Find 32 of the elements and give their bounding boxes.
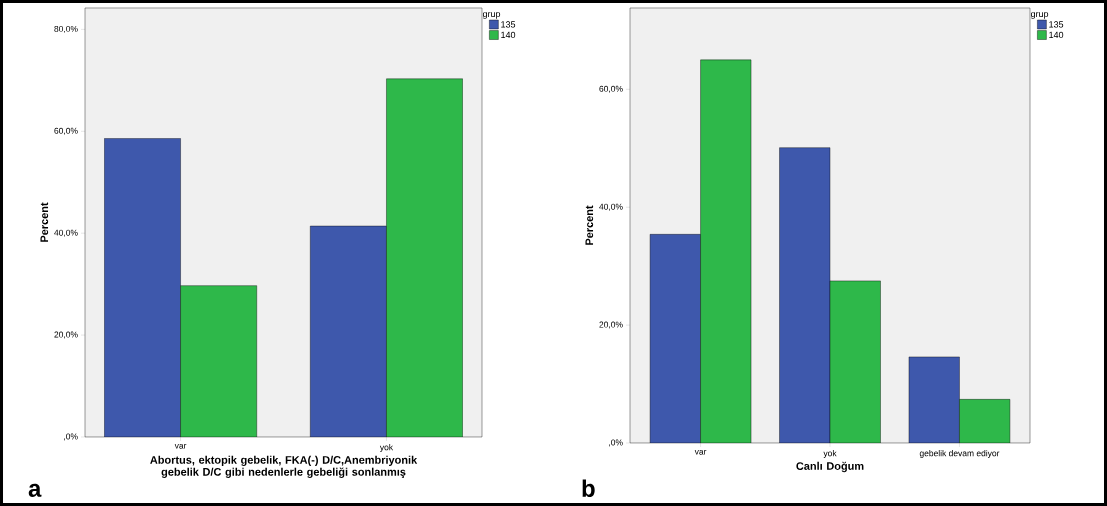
legend-title: grup (482, 12, 501, 19)
y-tick-label: 60,0% (599, 85, 623, 93)
y-tick-label: 40,0% (599, 203, 623, 211)
y-tick-label: ,0% (609, 439, 623, 447)
x-tick-label: var (694, 450, 707, 455)
y-axis-title: Percent (40, 202, 49, 242)
legend-label: 140 (501, 31, 516, 39)
bar (779, 147, 831, 443)
y-tick-label: ,0% (64, 433, 78, 441)
text: b (582, 479, 595, 497)
bar (650, 234, 701, 443)
bar (908, 356, 960, 443)
legend-title: grup (1030, 12, 1049, 19)
x-axis-title: Canlı Doğum (796, 461, 864, 473)
y-tick-label: 20,0% (54, 331, 78, 339)
y-tick-label: 60,0% (54, 127, 78, 135)
y-tick-label: 20,0% (599, 321, 623, 329)
y-axis-title: Percent (585, 205, 594, 245)
legend-label: 140 (1049, 31, 1064, 39)
bar (959, 399, 1011, 443)
y-tick-label: 40,0% (54, 229, 78, 237)
bar (829, 280, 881, 443)
x-tick-label: yok (379, 444, 394, 452)
x-tick-label: yok (823, 450, 837, 458)
legend-label: 135 (501, 21, 516, 28)
bar (700, 59, 752, 443)
x-axis-title: Abortus, ektopik gebelik, FKA(-) D/C,Anembriyonik gebelik D/C gibi nedenlerle gebeliği sonlanmış (150, 455, 418, 478)
x-tick-label: gebelik devam ediyor (919, 450, 1000, 458)
text: a (28, 483, 42, 497)
x-tick-label: var (174, 444, 187, 449)
legend-label: 135 (1049, 21, 1064, 28)
y-tick-label: 80,0% (54, 25, 78, 33)
